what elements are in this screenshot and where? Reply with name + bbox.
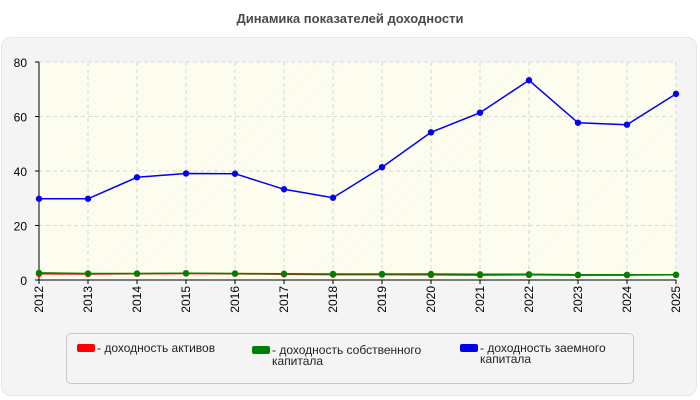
data-point-1 bbox=[133, 270, 141, 277]
x-tick-label: 2024 bbox=[620, 286, 634, 313]
legend-swatch-0 bbox=[77, 344, 95, 352]
x-tick-label: 2019 bbox=[375, 286, 389, 313]
data-point-2 bbox=[133, 174, 141, 181]
data-point-1 bbox=[182, 269, 190, 277]
y-tick-labels: 0 20 40 60 80 bbox=[14, 56, 28, 288]
x-tick-label: 2025 bbox=[669, 286, 683, 313]
y-tick-label: 40 bbox=[14, 165, 28, 179]
data-point-2 bbox=[427, 129, 435, 136]
data-point-1 bbox=[672, 271, 680, 279]
data-point-2 bbox=[623, 121, 631, 128]
x-tick-label: 2022 bbox=[522, 286, 536, 313]
x-tick-labels: 2012 2013 2014 2015 2016 2017 2018 2019 2020 2021… bbox=[32, 286, 683, 313]
x-tick-label: 2016 bbox=[228, 286, 242, 313]
data-point-2 bbox=[231, 170, 239, 177]
data-point-2 bbox=[672, 90, 680, 98]
legend-swatch-1 bbox=[252, 346, 270, 354]
data-point-2 bbox=[574, 119, 582, 126]
x-tick-label: 2021 bbox=[473, 286, 487, 313]
x-tick-label: 2020 bbox=[424, 286, 438, 313]
data-point-2 bbox=[525, 77, 533, 84]
axes bbox=[35, 61, 677, 284]
legend: - доходность активов - доходность собств… bbox=[66, 333, 634, 384]
data-point-1 bbox=[84, 270, 92, 277]
x-tick-label: 2017 bbox=[277, 286, 291, 313]
data-point-1 bbox=[35, 269, 43, 277]
data-point-1 bbox=[623, 271, 631, 279]
series-line-1 bbox=[38, 272, 676, 276]
data-point-2 bbox=[329, 194, 337, 201]
series-line-2 bbox=[39, 79, 677, 200]
y-tick-label: 20 bbox=[14, 220, 28, 234]
data-point-2 bbox=[182, 170, 190, 177]
data-point-2 bbox=[378, 163, 386, 171]
data-point-2 bbox=[280, 186, 288, 193]
data-point-1 bbox=[231, 270, 239, 277]
legend-label-2: - доходность заемного капитала bbox=[480, 341, 606, 366]
x-tick-label: 2015 bbox=[179, 286, 193, 313]
x-tick-label: 2018 bbox=[326, 286, 340, 313]
data-point-1 bbox=[427, 270, 435, 278]
legend-swatch-2 bbox=[460, 344, 478, 352]
y-tick-label: 0 bbox=[20, 274, 27, 288]
data-point-2 bbox=[476, 109, 484, 116]
data-point-1 bbox=[476, 271, 484, 278]
x-tick-label: 2012 bbox=[32, 286, 46, 313]
data-point-2 bbox=[84, 195, 92, 202]
series-lines bbox=[38, 79, 677, 276]
data-point-1 bbox=[280, 270, 288, 277]
data-point-2 bbox=[35, 195, 43, 202]
x-tick-label: 2023 bbox=[571, 286, 585, 313]
series-points bbox=[35, 77, 680, 279]
x-tick-label: 2013 bbox=[81, 286, 95, 313]
data-point-1 bbox=[329, 270, 337, 278]
y-tick-label: 80 bbox=[14, 56, 28, 70]
chart-title: Динамика показателей доходности bbox=[236, 11, 464, 26]
x-tick-label: 2014 bbox=[130, 286, 144, 313]
legend-label-1: - доходность собственного капитала bbox=[272, 343, 422, 368]
legend-label-0: - доходность активов bbox=[97, 341, 216, 355]
data-point-1 bbox=[378, 270, 386, 278]
data-point-1 bbox=[574, 271, 582, 279]
y-tick-label: 60 bbox=[14, 111, 28, 125]
data-point-1 bbox=[525, 271, 533, 278]
